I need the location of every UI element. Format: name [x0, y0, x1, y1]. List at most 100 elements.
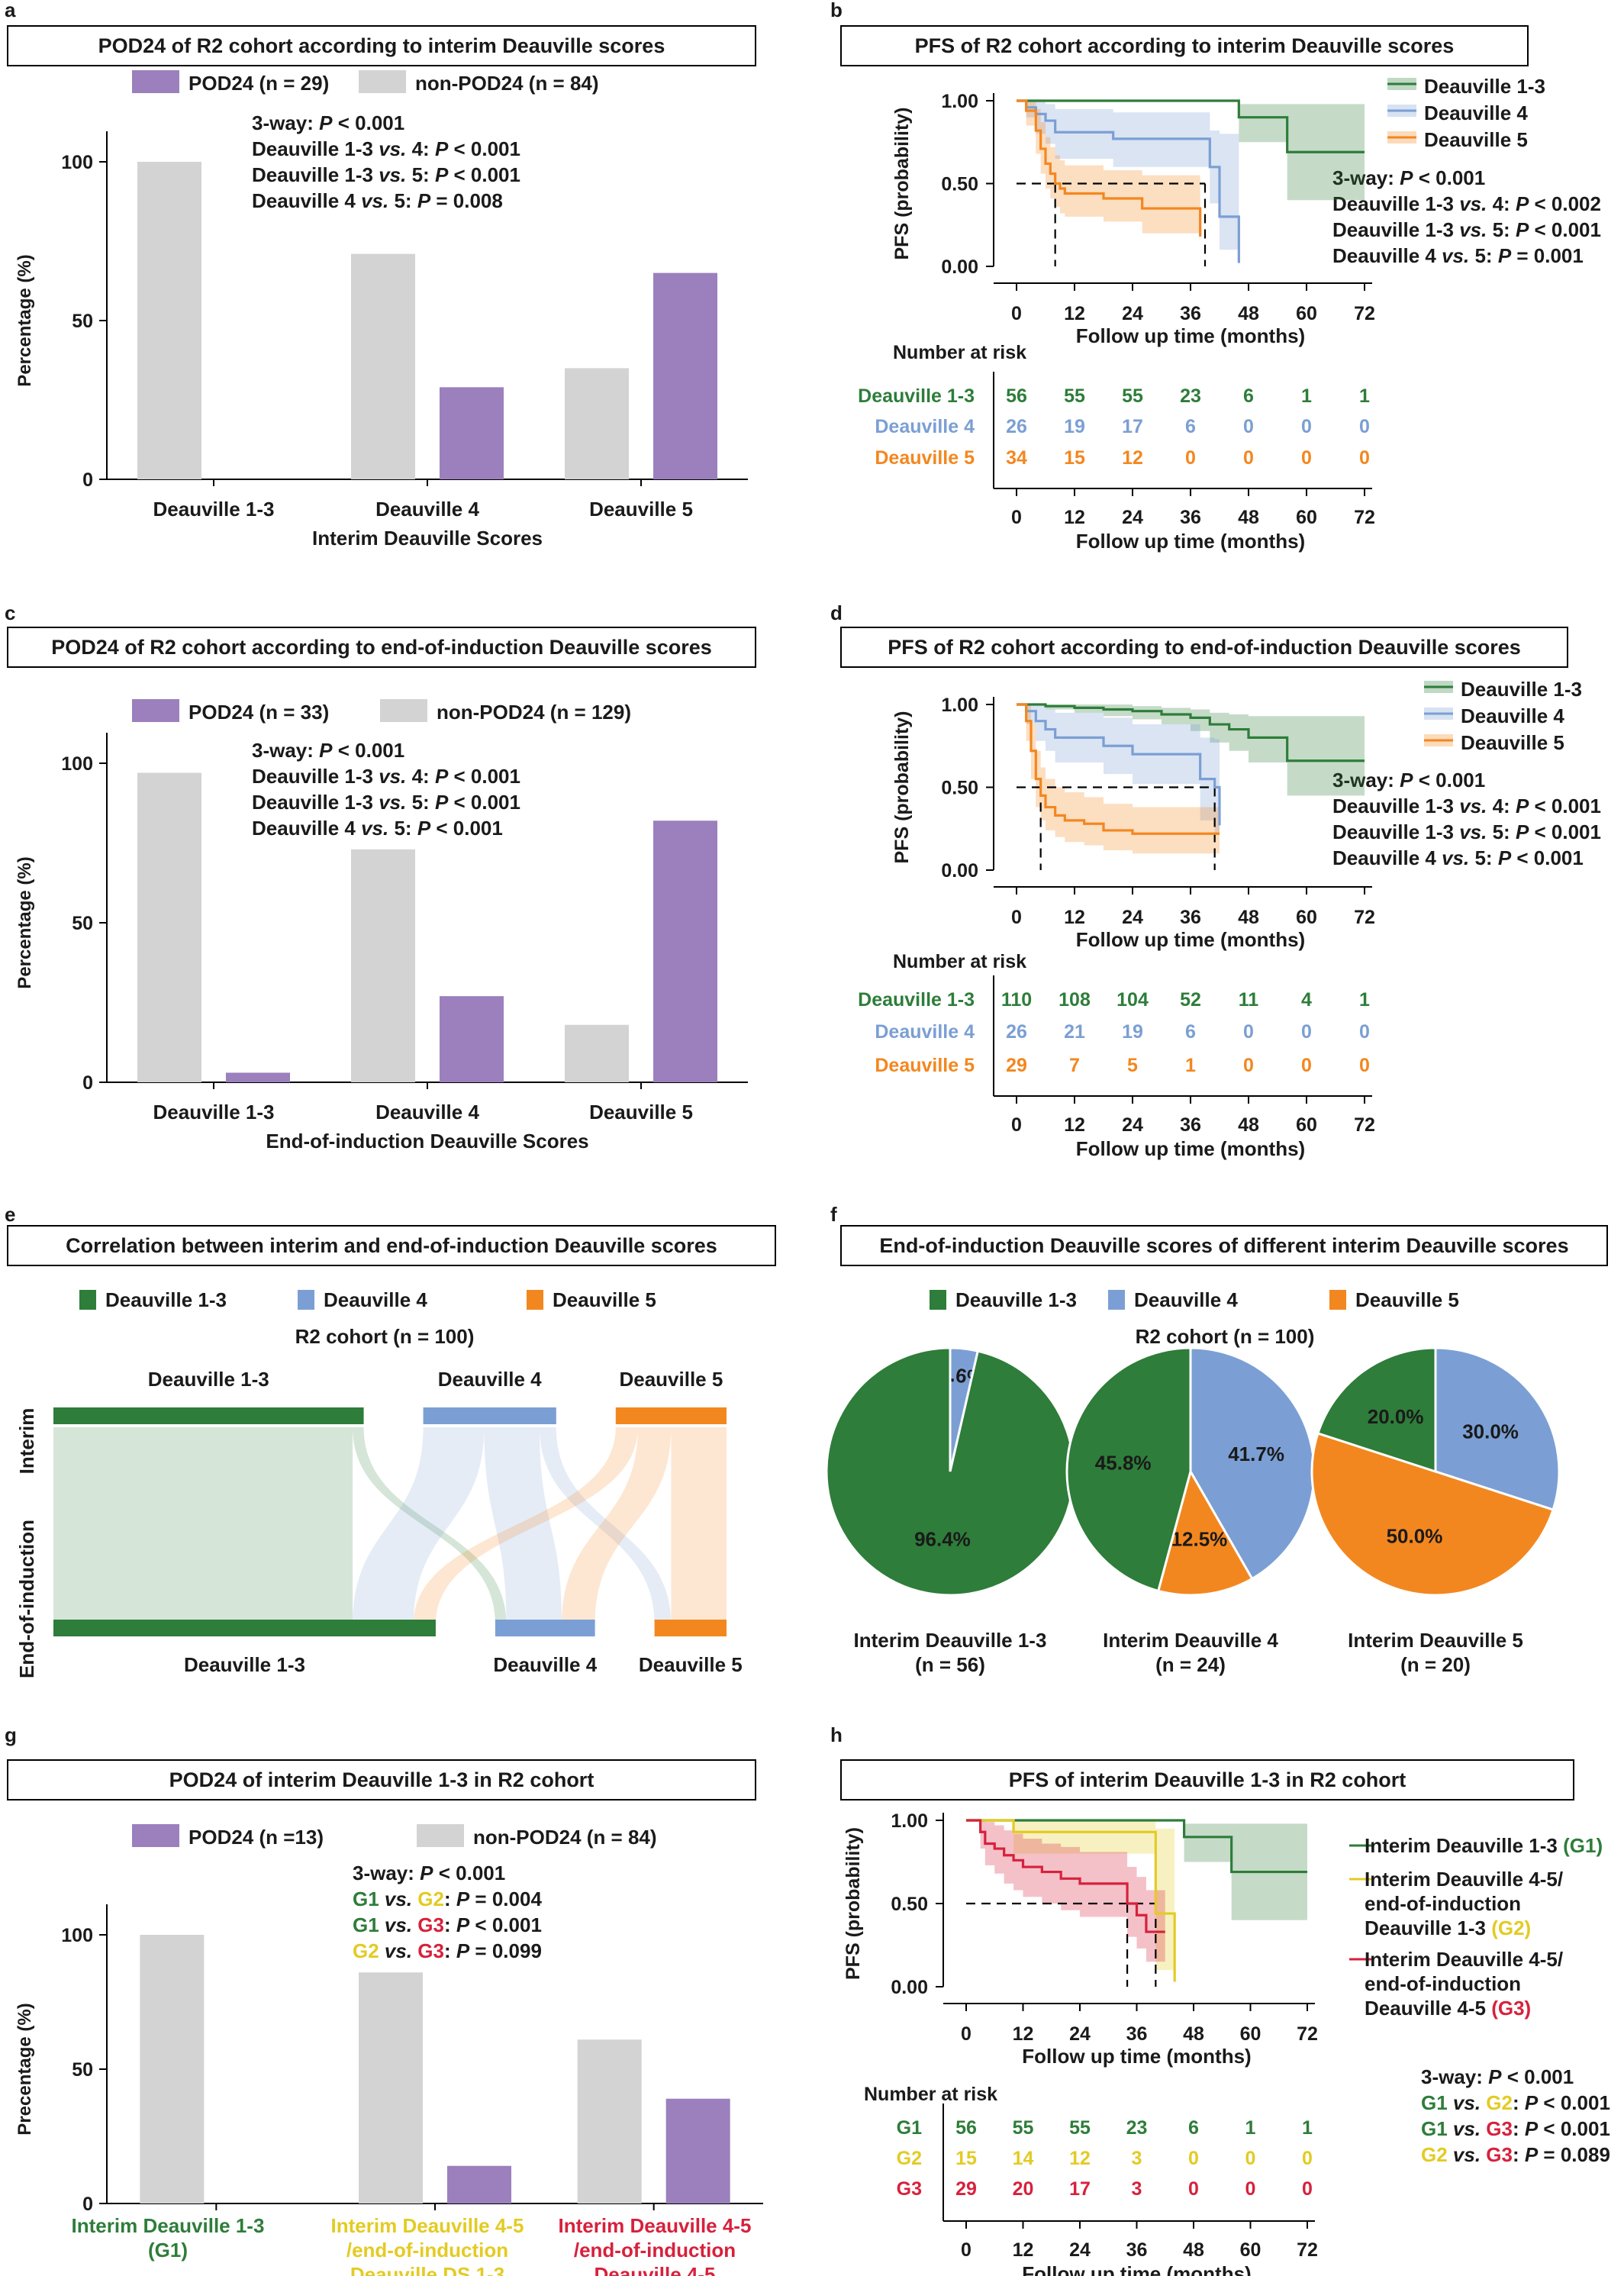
- text-span: 4:: [1487, 795, 1516, 817]
- stats-c: Deauville 4 vs. 5: P < 0.001: [252, 817, 503, 840]
- risk-count: 1: [1359, 989, 1370, 1011]
- risk-row-label: Deauville 1-3: [858, 385, 975, 407]
- y-tick-label: 100: [61, 1925, 93, 1946]
- text-span: < 0.001: [469, 1913, 542, 1936]
- legend-c-swatch: [380, 699, 427, 722]
- risk-count: 19: [1122, 1021, 1143, 1043]
- text-span: G2: [1486, 2091, 1513, 2114]
- y-tick-label: 0.00: [941, 860, 978, 882]
- text-span: (G1): [1563, 1834, 1603, 1857]
- risk-count: 104: [1116, 989, 1149, 1011]
- stats-a: Deauville 1-3 vs. 5: P < 0.001: [252, 163, 520, 186]
- risk-count: 0: [1359, 1055, 1370, 1076]
- pie-n-label: (n = 20): [1400, 1653, 1471, 1676]
- panel-letter-e: e: [5, 1203, 15, 1226]
- stats-h: 3-way: P < 0.001: [1421, 2065, 1574, 2088]
- km-curve: [1017, 703, 1365, 762]
- x-tick-label: 12: [1064, 303, 1085, 324]
- sankey-flow: [671, 1427, 727, 1624]
- text-span: vs.: [379, 765, 406, 788]
- text-span: G3: [417, 1913, 444, 1936]
- legend-c-swatch: [132, 699, 179, 722]
- x-tick-label: 72: [1354, 303, 1375, 324]
- group-label: (G1): [148, 2239, 188, 2261]
- legend-f-swatch: [930, 1290, 946, 1310]
- text-span: P: [1400, 769, 1413, 791]
- legend-d-label: Deauville 4: [1461, 704, 1564, 727]
- text-span: G3: [1486, 2143, 1513, 2166]
- title-b-box: [840, 25, 1529, 66]
- risk-x-tick-label: 60: [1296, 1114, 1317, 1136]
- sankey-node-end-of-induction: [654, 1620, 727, 1636]
- title-g: POD24 of interim Deauville 1-3 in R2 coh…: [169, 1768, 594, 1791]
- risk-x-tick-label: 24: [1069, 2239, 1091, 2261]
- text-span: Deauville 1-3: [252, 137, 379, 160]
- risk-count: 17: [1122, 416, 1143, 437]
- risk-count: 0: [1301, 447, 1312, 469]
- text-span: 5:: [1469, 244, 1498, 267]
- x-tick-label: 0: [961, 2023, 972, 2045]
- text-span: P: [435, 163, 449, 186]
- legend-d-label: Deauville 5: [1461, 731, 1564, 754]
- risk-count: 23: [1180, 385, 1201, 407]
- text-span: = 0.001: [1511, 244, 1584, 267]
- sankey-flow: [53, 1427, 353, 1624]
- text-span: = 0.089: [1538, 2143, 1610, 2166]
- bar-non-pod24: [351, 253, 415, 479]
- ci-band: [966, 1820, 1307, 1920]
- sankey-node-interim: [53, 1407, 364, 1424]
- legend-f-label: Deauville 5: [1355, 1288, 1459, 1311]
- y-tick-label: 0.50: [891, 1894, 928, 1915]
- y-tick-label: 50: [72, 311, 93, 332]
- sankey-flow: [540, 1427, 672, 1624]
- text-span: = 0.004: [469, 1888, 542, 1910]
- x-tick-label: 0: [1011, 303, 1022, 324]
- legend-h-label: Interim Deauville 4-5/: [1365, 1948, 1563, 1971]
- x-tick-label: 12: [1064, 907, 1085, 928]
- risk-x-tick-label: 72: [1354, 507, 1375, 528]
- title-d: PFS of R2 cohort according to end-of-ind…: [888, 636, 1521, 659]
- sankey-node-interim: [615, 1407, 727, 1424]
- text-span: < 0.001: [448, 137, 520, 160]
- text-span: G1: [353, 1888, 379, 1910]
- bar-pod24: [665, 2098, 730, 2203]
- text-span: P: [319, 111, 333, 134]
- pie-title: Interim Deauville 1-3: [854, 1629, 1047, 1652]
- stats-h: G1 vs. G2: P < 0.001: [1421, 2091, 1610, 2114]
- stats-h: G2 vs. G3: P = 0.089: [1421, 2143, 1610, 2166]
- stats-c: Deauville 1-3 vs. 5: P < 0.001: [252, 791, 520, 814]
- stats-b: Deauville 1-3 vs. 4: P < 0.002: [1332, 192, 1601, 215]
- stats-d: Deauville 1-3 vs. 5: P < 0.001: [1332, 820, 1601, 843]
- text-span: P: [1498, 244, 1512, 267]
- text-span: G2: [353, 1939, 379, 1962]
- pie-slice-label: 45.8%: [1095, 1451, 1152, 1474]
- text-span: P: [1525, 2143, 1539, 2166]
- text-span: P: [456, 1913, 470, 1936]
- legend-g-label: POD24 (n =13): [188, 1826, 324, 1849]
- text-span: G3: [417, 1939, 444, 1962]
- ci-band: [966, 1820, 1165, 1962]
- y-tick-label: 0: [82, 2194, 93, 2215]
- risk-count: 0: [1243, 1021, 1254, 1043]
- ci-band: [966, 1820, 1175, 1982]
- title-a: POD24 of R2 cohort according to interim …: [98, 34, 665, 57]
- panel-letter-d: d: [830, 601, 843, 624]
- risk-count: 0: [1188, 2178, 1199, 2200]
- text-span: Deauville 1-3: [252, 765, 379, 788]
- text-span: G3: [1486, 2117, 1513, 2140]
- text-span: < 0.001: [448, 163, 520, 186]
- pie-slice: [1156, 1468, 1254, 1597]
- risk-count: 0: [1243, 1055, 1254, 1076]
- x-tick-label: Deauville 4: [375, 1101, 479, 1123]
- text-span: 4:: [406, 765, 435, 788]
- pie-title: Interim Deauville 4: [1103, 1629, 1278, 1652]
- risk-count: 15: [955, 2148, 977, 2169]
- text-span: Deauville 1-3: [1332, 795, 1459, 817]
- text-span: 3-way:: [252, 111, 319, 134]
- legend-e-swatch: [527, 1290, 543, 1310]
- risk-x-tick-label: 60: [1296, 507, 1317, 528]
- text-span: < 0.001: [333, 111, 405, 134]
- risk-row-label: Deauville 5: [875, 447, 975, 469]
- risk-count: 6: [1185, 1021, 1196, 1043]
- risk-count: 29: [955, 2178, 977, 2200]
